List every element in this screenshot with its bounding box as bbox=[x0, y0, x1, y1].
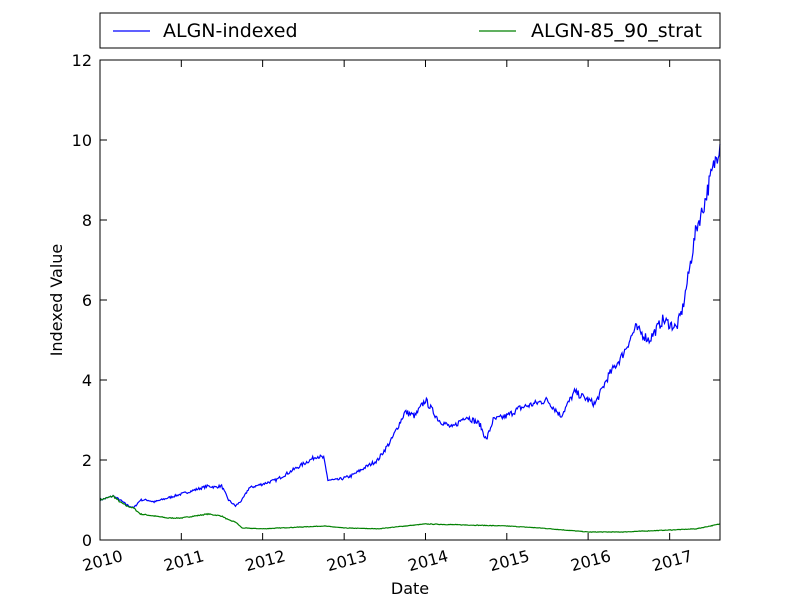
x-tick-label: 2011 bbox=[162, 546, 206, 575]
series-line-algn-indexed bbox=[99, 143, 721, 509]
y-tick-label: 8 bbox=[82, 211, 92, 230]
x-tick-label: 2016 bbox=[569, 546, 613, 575]
y-tick-label: 2 bbox=[82, 451, 92, 470]
y-tick-label: 10 bbox=[72, 131, 92, 150]
y-tick-label: 4 bbox=[82, 371, 92, 390]
x-axis-label: Date bbox=[391, 579, 429, 598]
y-axis: 0 2 4 6 8 10 12 bbox=[72, 51, 720, 550]
legend: ALGN-indexed ALGN-85_90_strat bbox=[99, 12, 721, 49]
x-tick-label: 2014 bbox=[406, 546, 450, 575]
y-tick-label: 12 bbox=[72, 51, 92, 70]
legend-box bbox=[99, 12, 721, 49]
y-tick-label: 6 bbox=[82, 291, 92, 310]
series-line-algn-strat bbox=[99, 494, 721, 533]
x-tick-label: 2015 bbox=[487, 546, 531, 575]
plot-frame bbox=[99, 59, 721, 541]
x-tick-label: 2010 bbox=[80, 546, 124, 575]
x-tick-label: 2017 bbox=[650, 546, 694, 575]
legend-label-series-0: ALGN-indexed bbox=[163, 20, 298, 42]
y-tick-label: 0 bbox=[82, 531, 92, 550]
y-axis-label: Indexed Value bbox=[47, 244, 66, 357]
legend-label-series-1: ALGN-85_90_strat bbox=[531, 20, 702, 42]
x-tick-label: 2013 bbox=[325, 546, 369, 575]
x-tick-label: 2012 bbox=[243, 546, 287, 575]
series-layer bbox=[99, 143, 721, 533]
